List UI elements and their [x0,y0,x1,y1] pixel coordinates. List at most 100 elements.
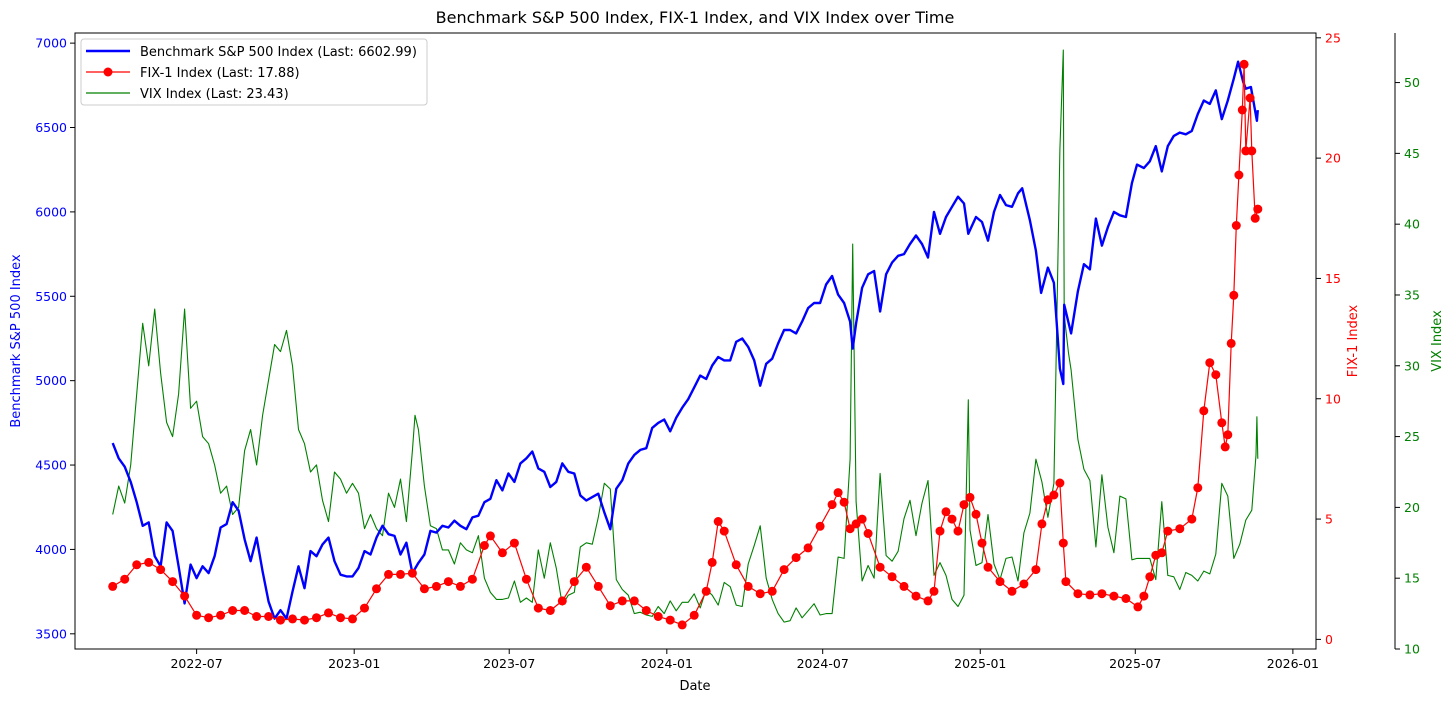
fix1-marker [791,553,801,563]
fix1-marker [1239,59,1249,69]
vix-axis-label: VIX Index [1430,310,1445,372]
fix1-marker [1250,213,1260,223]
fix1-marker [120,574,130,584]
fix1-marker [348,614,357,624]
fix1-marker [779,565,789,575]
fix1-marker [1133,602,1143,612]
x-tick-label: 2025-07 [1109,656,1161,671]
fix1-tick-label: 15 [1325,271,1341,286]
fix1-marker [1193,483,1203,493]
x-axis-label: Date [679,679,710,694]
left-tick-label: 3500 [35,626,67,641]
chart-title: Benchmark S&P 500 Index, FIX-1 Index, an… [436,8,955,27]
fix1-marker [863,529,873,538]
fix1-tick-label: 20 [1325,151,1341,166]
fix1-marker [887,572,897,582]
fix1-axis-label: FIX-1 Index [1346,304,1361,377]
fix1-marker [1231,221,1241,230]
left-tick-label: 6000 [35,204,67,219]
fix1-marker [617,596,627,606]
fix1-marker [1085,590,1095,600]
fix1-marker [1226,338,1236,348]
fix1-marker [767,586,777,596]
fix1-marker [431,581,441,591]
fix1-marker [300,615,309,625]
legend-marker-fix1 [103,67,113,77]
fix1-marker [755,589,765,599]
fix1-marker [593,581,603,591]
fix1-marker [312,613,321,623]
fix1-marker [677,620,687,630]
left-tick-label: 7000 [35,36,67,51]
x-axis: 2022-07 2023-01 2023-07 2024-01 2024-07 2025-… [170,649,1319,671]
fix1-marker [1220,442,1230,452]
fix1-marker [731,560,741,570]
fix1-marker [581,562,591,572]
fix1-marker [1058,538,1068,548]
fix1-marker [689,610,699,620]
vix-tick-label: 25 [1404,429,1420,444]
fix1-marker [941,507,951,517]
left-axis: 3500 4000 4500 5000 5500 6000 6500 7000 [35,36,75,641]
fix1-marker [443,577,453,587]
left-tick-label: 5000 [35,373,67,388]
fix1-marker [953,526,963,536]
fix1-marker [1019,579,1029,589]
fix1-marker [827,500,837,510]
fix1-marker [1245,93,1255,103]
x-tick-label: 2024-07 [797,656,849,671]
fix1-marker [497,548,507,558]
vix-tick-label: 45 [1404,146,1420,161]
fix1-marker [1121,594,1131,603]
fix1-marker [455,581,465,591]
fix1-marker [509,538,519,548]
fix1-marker [1187,514,1197,524]
fix1-marker [1073,589,1083,599]
fix1-marker [180,591,190,601]
fix1-marker [701,586,711,596]
fix1-marker [240,606,250,615]
fix1-marker [288,614,297,624]
fix1-marker [324,608,333,618]
fix1-marker [995,577,1005,587]
left-axis-label: Benchmark S&P 500 Index [9,254,24,428]
fix1-marker [839,497,849,507]
fix1-marker [851,519,861,529]
fix1-marker [156,565,166,575]
fix1-marker [641,606,651,615]
fix1-marker [276,615,285,625]
fix1-marker [1237,105,1247,115]
fix1-marker [545,606,555,615]
fix1-axis: 0 5 10 15 20 25 [1316,30,1341,647]
fix1-marker [959,500,969,510]
fix1-marker [947,514,957,524]
x-tick-label: 2025-01 [954,656,1006,671]
fix1-marker [467,574,477,584]
fix1-marker [1229,290,1239,300]
fix1-marker [971,509,981,519]
fix1-marker [192,610,202,620]
legend-label-sp500: Benchmark S&P 500 Index (Last: 6602.99) [140,45,417,60]
fix1-marker [1247,146,1257,156]
fix1-marker [653,612,663,621]
vix-tick-label: 10 [1404,642,1420,657]
fix1-marker [875,562,885,572]
fix1-marker [911,591,921,601]
fix1-marker [132,560,142,570]
fix1-marker [144,557,154,567]
fix1-marker [1007,586,1017,596]
fix1-marker [803,543,813,553]
fix1-marker [857,514,867,524]
fix1-marker [629,596,639,606]
fix1-marker [983,562,993,572]
fix1-marker [1217,418,1227,428]
fix1-marker [1199,406,1209,416]
fix1-marker [396,569,405,579]
fix1-tick-label: 25 [1325,30,1341,45]
fix1-marker [1031,565,1041,575]
fix1-marker [252,612,262,621]
legend-label-vix: VIX Index (Last: 23.43) [140,87,289,102]
vix-tick-label: 50 [1404,75,1420,90]
fix1-marker [1139,591,1149,601]
vix-line [112,49,1259,623]
